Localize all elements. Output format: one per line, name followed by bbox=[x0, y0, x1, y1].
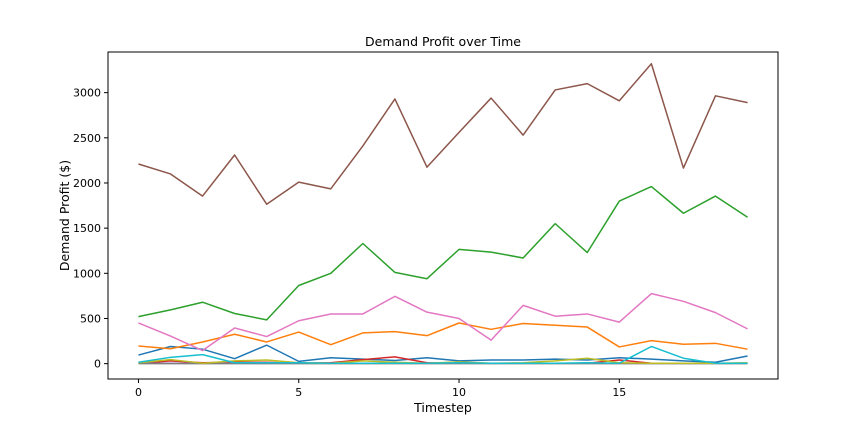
x-axis-label: Timestep bbox=[413, 400, 472, 415]
series-line-6 bbox=[138, 62, 748, 205]
ticks-layer: 0 5 10 15 0 500 1000 1500 2000 2500 3000 bbox=[73, 87, 626, 399]
plot-area-frame bbox=[107, 51, 779, 380]
x-tick-label: 5 bbox=[295, 386, 302, 399]
x-tick-label: 15 bbox=[612, 386, 626, 399]
y-tick-label: 2500 bbox=[73, 132, 101, 145]
y-tick-label: 3000 bbox=[73, 87, 101, 100]
series-line-2 bbox=[138, 322, 748, 350]
y-tick-label: 0 bbox=[94, 358, 101, 371]
x-tick-label: 0 bbox=[135, 386, 142, 399]
series-line-10 bbox=[138, 345, 748, 364]
y-tick-label: 500 bbox=[80, 312, 101, 325]
x-tick-label: 10 bbox=[452, 386, 466, 399]
y-tick-label: 1000 bbox=[73, 267, 101, 280]
series-line-3 bbox=[138, 185, 748, 321]
y-tick-label: 2000 bbox=[73, 177, 101, 190]
chart-title: Demand Profit over Time bbox=[365, 34, 521, 49]
y-axis-label: Demand Profit ($) bbox=[57, 160, 72, 271]
series-layer bbox=[138, 62, 748, 365]
y-tick-label: 1500 bbox=[73, 222, 101, 235]
series-line-7 bbox=[138, 292, 748, 352]
series-line-1 bbox=[138, 344, 748, 364]
